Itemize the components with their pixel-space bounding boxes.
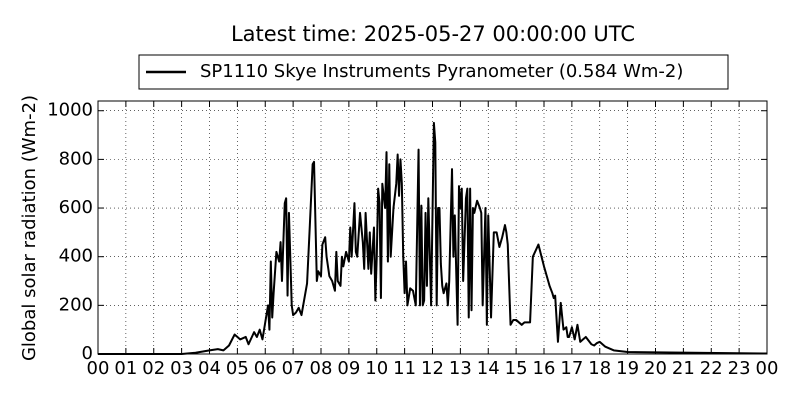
x-tick-label: 03	[170, 358, 193, 379]
plot-frame	[97, 100, 768, 355]
x-tick-label: 18	[588, 358, 611, 379]
legend-label: SP1110 Skye Instruments Pyranometer (0.5…	[200, 61, 683, 82]
chart-title: Latest time: 2025-05-27 00:00:00 UTC	[231, 22, 635, 46]
y-tick-label: 0	[82, 343, 93, 364]
x-tick-label: 14	[477, 358, 500, 379]
x-tick-label: 11	[393, 358, 416, 379]
x-tick-label: 13	[449, 358, 472, 379]
x-tick-label: 20	[644, 358, 667, 379]
x-tick-label: 10	[365, 358, 388, 379]
x-tick-label: 02	[142, 358, 165, 379]
data-line	[98, 121, 768, 355]
y-tick-label: 600	[59, 197, 93, 218]
x-tick-label: 17	[560, 358, 583, 379]
y-tick-label: 400	[59, 246, 93, 267]
y-tick-label: 1000	[47, 100, 93, 121]
x-tick-label: 09	[337, 358, 360, 379]
x-tick-label: 06	[254, 358, 277, 379]
x-tick-label: 07	[282, 358, 305, 379]
x-tick-label: 12	[421, 358, 444, 379]
x-tick-label: 00	[87, 358, 110, 379]
x-tick-label: 21	[672, 358, 695, 379]
x-tick-label: 22	[700, 358, 723, 379]
x-tick-label: 08	[310, 358, 333, 379]
x-tick-label: 00	[756, 358, 779, 379]
x-tick-label: 19	[616, 358, 639, 379]
y-axis-label: Global solar radiation (Wm-2)	[19, 95, 40, 361]
y-tick-label: 800	[59, 148, 93, 169]
x-tick-label: 23	[728, 358, 751, 379]
x-tick-label: 04	[198, 358, 221, 379]
y-tick-label: 200	[59, 294, 93, 315]
x-tick-label: 16	[533, 358, 556, 379]
x-tick-label: 01	[114, 358, 137, 379]
x-tick-label: 05	[226, 358, 249, 379]
x-tick-label: 15	[505, 358, 528, 379]
legend-box	[138, 54, 729, 90]
